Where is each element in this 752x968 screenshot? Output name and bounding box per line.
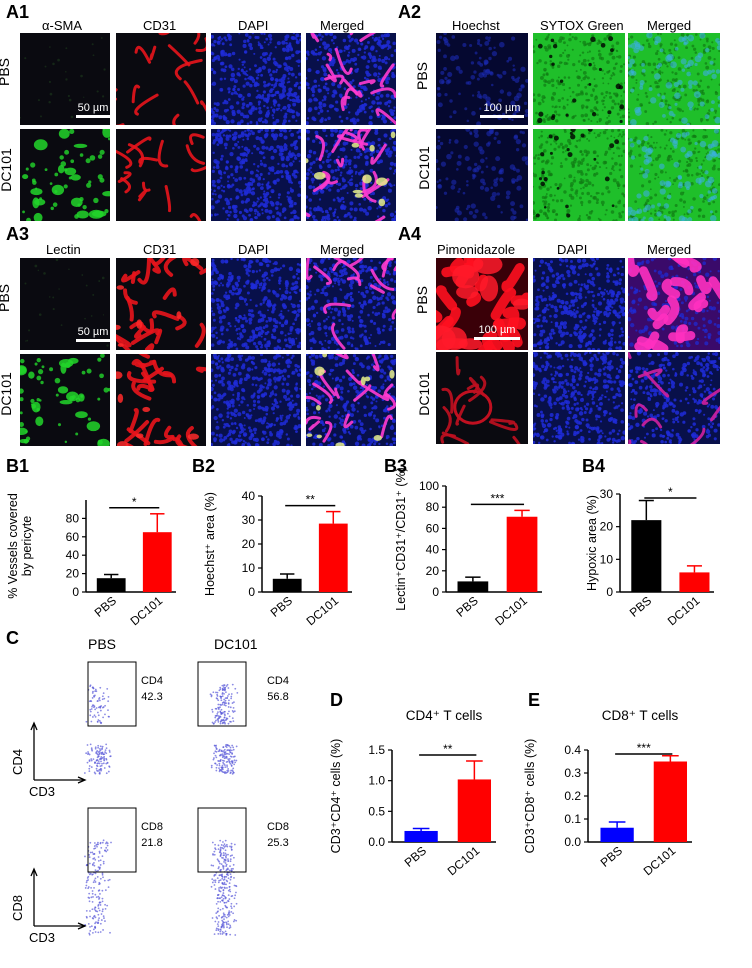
gate-cd8-dc101 — [198, 808, 246, 872]
gate-marker-label: CD4 — [267, 675, 289, 687]
gate-marker-label: CD8 — [141, 821, 163, 833]
gate-percentage: 21.8 — [141, 837, 162, 849]
gate-percentage: 56.8 — [267, 691, 288, 703]
flow-x-label: CD3 — [29, 930, 55, 945]
gate-marker-label: CD8 — [267, 821, 289, 833]
flow-y-label: CD8 — [10, 895, 25, 921]
flow-y-label: CD4 — [10, 749, 25, 775]
gate-cd8-pbs — [88, 808, 136, 872]
gate-marker-label: CD4 — [141, 675, 163, 687]
flow-x-label: CD3 — [29, 784, 55, 799]
gate-percentage: 42.3 — [141, 691, 162, 703]
gate-percentage: 25.3 — [267, 837, 288, 849]
